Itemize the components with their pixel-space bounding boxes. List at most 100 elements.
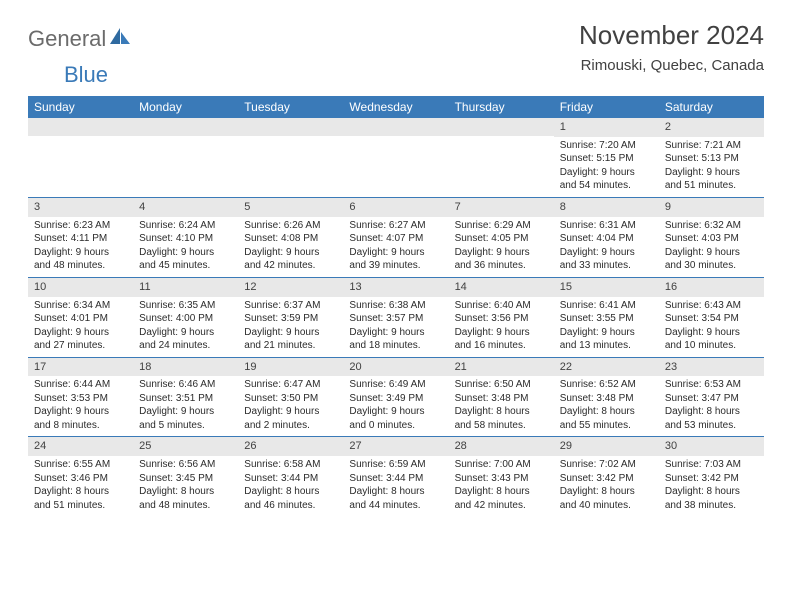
day-cell bbox=[449, 118, 554, 197]
day-body: Sunrise: 7:03 AMSunset: 3:42 PMDaylight:… bbox=[659, 456, 764, 516]
sunset-text: Sunset: 3:42 PM bbox=[665, 472, 758, 486]
day-cell: 17Sunrise: 6:44 AMSunset: 3:53 PMDayligh… bbox=[28, 358, 133, 437]
day-number: 17 bbox=[28, 358, 133, 377]
sunrise-text: Sunrise: 6:27 AM bbox=[349, 219, 442, 233]
week-row: 17Sunrise: 6:44 AMSunset: 3:53 PMDayligh… bbox=[28, 357, 764, 437]
day-cell bbox=[343, 118, 448, 197]
sunrise-text: Sunrise: 6:23 AM bbox=[34, 219, 127, 233]
day-body: Sunrise: 6:27 AMSunset: 4:07 PMDaylight:… bbox=[343, 217, 448, 277]
sunset-text: Sunset: 3:45 PM bbox=[139, 472, 232, 486]
day-number: 11 bbox=[133, 278, 238, 297]
day-cell: 23Sunrise: 6:53 AMSunset: 3:47 PMDayligh… bbox=[659, 358, 764, 437]
daylight-text: Daylight: 9 hours and 5 minutes. bbox=[139, 405, 232, 432]
day-cell: 4Sunrise: 6:24 AMSunset: 4:10 PMDaylight… bbox=[133, 198, 238, 277]
daylight-text: Daylight: 8 hours and 55 minutes. bbox=[560, 405, 653, 432]
daylight-text: Daylight: 9 hours and 33 minutes. bbox=[560, 246, 653, 273]
daylight-text: Daylight: 8 hours and 58 minutes. bbox=[455, 405, 548, 432]
sunrise-text: Sunrise: 6:24 AM bbox=[139, 219, 232, 233]
day-cell: 9Sunrise: 6:32 AMSunset: 4:03 PMDaylight… bbox=[659, 198, 764, 277]
week-row: 24Sunrise: 6:55 AMSunset: 3:46 PMDayligh… bbox=[28, 436, 764, 516]
day-cell: 30Sunrise: 7:03 AMSunset: 3:42 PMDayligh… bbox=[659, 437, 764, 516]
daylight-text: Daylight: 8 hours and 38 minutes. bbox=[665, 485, 758, 512]
daylight-text: Daylight: 9 hours and 10 minutes. bbox=[665, 326, 758, 353]
day-cell: 5Sunrise: 6:26 AMSunset: 4:08 PMDaylight… bbox=[238, 198, 343, 277]
sunset-text: Sunset: 3:59 PM bbox=[244, 312, 337, 326]
day-number: 26 bbox=[238, 437, 343, 456]
sunset-text: Sunset: 4:00 PM bbox=[139, 312, 232, 326]
sunrise-text: Sunrise: 6:29 AM bbox=[455, 219, 548, 233]
day-cell bbox=[28, 118, 133, 197]
daylight-text: Daylight: 8 hours and 46 minutes. bbox=[244, 485, 337, 512]
calendar: SundayMondayTuesdayWednesdayThursdayFrid… bbox=[28, 96, 764, 516]
day-number: 10 bbox=[28, 278, 133, 297]
day-number: 30 bbox=[659, 437, 764, 456]
day-body: Sunrise: 6:34 AMSunset: 4:01 PMDaylight:… bbox=[28, 297, 133, 357]
daylight-text: Daylight: 9 hours and 21 minutes. bbox=[244, 326, 337, 353]
day-body: Sunrise: 6:41 AMSunset: 3:55 PMDaylight:… bbox=[554, 297, 659, 357]
daylight-text: Daylight: 9 hours and 39 minutes. bbox=[349, 246, 442, 273]
day-cell: 18Sunrise: 6:46 AMSunset: 3:51 PMDayligh… bbox=[133, 358, 238, 437]
day-cell: 16Sunrise: 6:43 AMSunset: 3:54 PMDayligh… bbox=[659, 278, 764, 357]
daylight-text: Daylight: 9 hours and 42 minutes. bbox=[244, 246, 337, 273]
sunrise-text: Sunrise: 6:59 AM bbox=[349, 458, 442, 472]
sunset-text: Sunset: 4:03 PM bbox=[665, 232, 758, 246]
daylight-text: Daylight: 9 hours and 0 minutes. bbox=[349, 405, 442, 432]
sunrise-text: Sunrise: 6:44 AM bbox=[34, 378, 127, 392]
sunrise-text: Sunrise: 6:56 AM bbox=[139, 458, 232, 472]
day-cell: 6Sunrise: 6:27 AMSunset: 4:07 PMDaylight… bbox=[343, 198, 448, 277]
day-number: 25 bbox=[133, 437, 238, 456]
day-body: Sunrise: 7:00 AMSunset: 3:43 PMDaylight:… bbox=[449, 456, 554, 516]
sunrise-text: Sunrise: 6:35 AM bbox=[139, 299, 232, 313]
sunset-text: Sunset: 3:47 PM bbox=[665, 392, 758, 406]
daylight-text: Daylight: 9 hours and 8 minutes. bbox=[34, 405, 127, 432]
day-header: Sunday bbox=[28, 96, 133, 118]
daylight-text: Daylight: 9 hours and 51 minutes. bbox=[665, 166, 758, 193]
day-header: Saturday bbox=[659, 96, 764, 118]
sunrise-text: Sunrise: 7:21 AM bbox=[665, 139, 758, 153]
sunset-text: Sunset: 3:57 PM bbox=[349, 312, 442, 326]
day-header: Friday bbox=[554, 96, 659, 118]
day-number: 18 bbox=[133, 358, 238, 377]
day-body: Sunrise: 6:46 AMSunset: 3:51 PMDaylight:… bbox=[133, 376, 238, 436]
day-cell: 8Sunrise: 6:31 AMSunset: 4:04 PMDaylight… bbox=[554, 198, 659, 277]
sail-icon bbox=[110, 28, 132, 51]
day-number: 7 bbox=[449, 198, 554, 217]
day-body: Sunrise: 6:50 AMSunset: 3:48 PMDaylight:… bbox=[449, 376, 554, 436]
day-header: Wednesday bbox=[343, 96, 448, 118]
daylight-text: Daylight: 9 hours and 2 minutes. bbox=[244, 405, 337, 432]
sunrise-text: Sunrise: 6:47 AM bbox=[244, 378, 337, 392]
sunrise-text: Sunrise: 6:46 AM bbox=[139, 378, 232, 392]
daylight-text: Daylight: 9 hours and 18 minutes. bbox=[349, 326, 442, 353]
day-cell: 26Sunrise: 6:58 AMSunset: 3:44 PMDayligh… bbox=[238, 437, 343, 516]
day-body: Sunrise: 6:59 AMSunset: 3:44 PMDaylight:… bbox=[343, 456, 448, 516]
daylight-text: Daylight: 9 hours and 54 minutes. bbox=[560, 166, 653, 193]
day-body: Sunrise: 7:21 AMSunset: 5:13 PMDaylight:… bbox=[659, 137, 764, 197]
sunrise-text: Sunrise: 6:41 AM bbox=[560, 299, 653, 313]
day-cell: 11Sunrise: 6:35 AMSunset: 4:00 PMDayligh… bbox=[133, 278, 238, 357]
title-block: November 2024 Rimouski, Quebec, Canada bbox=[579, 20, 764, 74]
sunset-text: Sunset: 3:56 PM bbox=[455, 312, 548, 326]
day-cell: 13Sunrise: 6:38 AMSunset: 3:57 PMDayligh… bbox=[343, 278, 448, 357]
day-body: Sunrise: 6:47 AMSunset: 3:50 PMDaylight:… bbox=[238, 376, 343, 436]
brand-part2: Blue bbox=[64, 62, 108, 88]
day-header: Thursday bbox=[449, 96, 554, 118]
day-number: 29 bbox=[554, 437, 659, 456]
sunrise-text: Sunrise: 6:32 AM bbox=[665, 219, 758, 233]
daylight-text: Daylight: 8 hours and 51 minutes. bbox=[34, 485, 127, 512]
sunset-text: Sunset: 3:42 PM bbox=[560, 472, 653, 486]
sunrise-text: Sunrise: 6:50 AM bbox=[455, 378, 548, 392]
day-body: Sunrise: 6:32 AMSunset: 4:03 PMDaylight:… bbox=[659, 217, 764, 277]
empty-day-bar bbox=[28, 118, 133, 136]
daylight-text: Daylight: 9 hours and 13 minutes. bbox=[560, 326, 653, 353]
sunset-text: Sunset: 3:48 PM bbox=[455, 392, 548, 406]
day-header: Monday bbox=[133, 96, 238, 118]
daylight-text: Daylight: 8 hours and 42 minutes. bbox=[455, 485, 548, 512]
sunrise-text: Sunrise: 6:55 AM bbox=[34, 458, 127, 472]
daylight-text: Daylight: 8 hours and 40 minutes. bbox=[560, 485, 653, 512]
sunset-text: Sunset: 5:13 PM bbox=[665, 152, 758, 166]
day-body: Sunrise: 6:52 AMSunset: 3:48 PMDaylight:… bbox=[554, 376, 659, 436]
day-number: 3 bbox=[28, 198, 133, 217]
day-number: 6 bbox=[343, 198, 448, 217]
sunset-text: Sunset: 4:10 PM bbox=[139, 232, 232, 246]
brand-logo: General bbox=[28, 20, 134, 52]
